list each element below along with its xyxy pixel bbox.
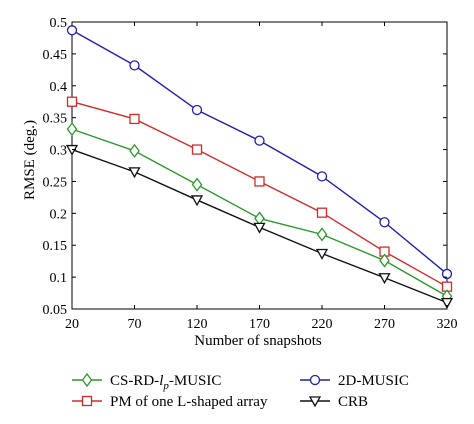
- data-point: [316, 207, 328, 218]
- data-point: [441, 268, 453, 280]
- data-point: [379, 217, 390, 228]
- x-tick-label: 320: [437, 317, 458, 332]
- legend-label: CS-RD-lp-MUSIC: [110, 373, 221, 392]
- y-tick-label: 0.15: [43, 239, 68, 254]
- legend-entry: CS-RD-lp-MUSIC: [72, 372, 221, 392]
- y-tick-label: 0.45: [43, 48, 68, 63]
- data-point: [128, 167, 141, 179]
- y-tick-label: 0.4: [50, 80, 68, 95]
- legend-marker: [81, 372, 93, 388]
- x-tick-label: 270: [374, 317, 395, 332]
- x-tick-label: 120: [187, 317, 208, 332]
- series-diamond: [66, 122, 453, 304]
- data-point: [316, 171, 328, 182]
- data-point: [379, 253, 390, 268]
- x-axis-label: Number of snapshots: [194, 333, 322, 349]
- data-point: [129, 143, 140, 158]
- series-triangle-down: [65, 144, 454, 309]
- legend-label: CRB: [338, 394, 368, 410]
- data-point: [254, 135, 265, 146]
- x-tick-label: 70: [128, 317, 142, 332]
- data-point: [66, 25, 78, 36]
- x-tick-label: 170: [249, 317, 270, 332]
- y-axis-label: RMSE (deg.): [22, 120, 38, 200]
- data-point: [254, 176, 265, 187]
- y-tick-label: 0.35: [43, 112, 68, 127]
- legend-entry: PM of one L-shaped array: [72, 394, 268, 410]
- x-tick-label: 220: [312, 317, 333, 332]
- x-tick-label: 20: [65, 317, 79, 332]
- data-point: [191, 177, 203, 192]
- data-point: [190, 195, 204, 207]
- y-tick-label: 0.25: [43, 175, 68, 190]
- series-group: [65, 25, 454, 309]
- data-point: [66, 122, 78, 137]
- legend: CS-RD-lp-MUSIC 2D-MUSIC PM of one L-shaped…: [72, 372, 409, 410]
- legend-marker: [81, 395, 93, 407]
- data-point: [378, 273, 391, 285]
- data-point: [191, 104, 203, 116]
- y-tick-label: 0.2: [50, 207, 68, 222]
- data-point: [315, 248, 329, 260]
- axis-group: 20 70 120 170 220 270 320 0.05 0.1 0.15 0.2 0.25 0.3…: [43, 16, 458, 332]
- data-point: [254, 211, 265, 226]
- y-tick-label: 0.1: [50, 271, 68, 286]
- data-point: [191, 144, 203, 155]
- series-circle: [66, 25, 453, 280]
- data-point: [129, 113, 140, 125]
- data-point: [66, 96, 78, 107]
- legend-marker: [309, 374, 321, 386]
- plot-frame-group: [71, 21, 448, 310]
- y-tick-label: 0.05: [43, 303, 68, 318]
- legend-marker: [308, 396, 322, 408]
- y-tick-label: 0.5: [50, 16, 68, 31]
- data-point: [129, 60, 140, 71]
- data-point: [440, 297, 454, 309]
- y-tick-label: 0.3: [50, 144, 68, 159]
- legend-label: 2D-MUSIC: [338, 373, 409, 389]
- series-line: [71, 101, 448, 288]
- legend-label: PM of one L-shaped array: [110, 394, 268, 410]
- legend-entry: CRB: [300, 394, 368, 410]
- data-point: [253, 222, 266, 234]
- legend-entry: 2D-MUSIC: [300, 373, 409, 389]
- data-point: [316, 227, 328, 242]
- plot-frame: [71, 21, 448, 310]
- series-line: [71, 29, 448, 275]
- series-square: [66, 96, 453, 292]
